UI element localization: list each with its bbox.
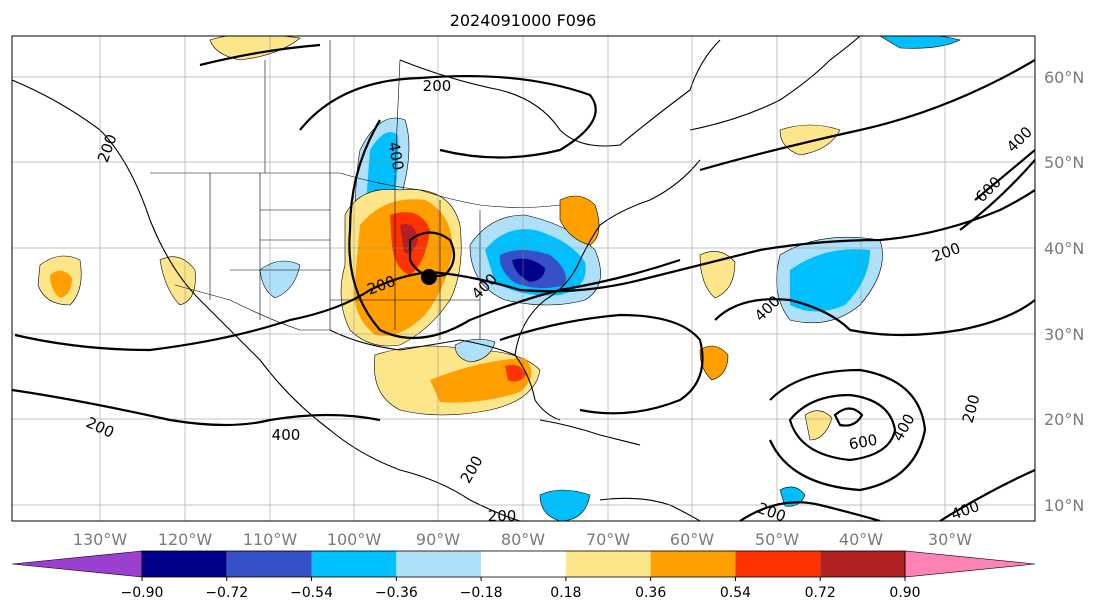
contour-label: 400 xyxy=(385,140,408,171)
lat-label: 60°N xyxy=(1044,68,1084,87)
us-canada-border xyxy=(150,172,561,208)
yellow-patch-subtropic xyxy=(804,410,833,441)
colorbar-tick-label: −0.54 xyxy=(290,585,333,601)
gridlines xyxy=(12,36,1035,521)
blue-patch-north xyxy=(879,36,961,49)
colorbar-swatch xyxy=(226,551,312,577)
lon-label: 90°W xyxy=(416,530,460,549)
contour-label: 400 xyxy=(272,426,301,444)
map-title: 2024091000 F096 xyxy=(450,11,597,30)
colorbar-swatch xyxy=(650,551,736,577)
colorbar-swatch xyxy=(820,551,905,577)
colorbar-swatch xyxy=(396,551,482,577)
contour-inner-ring xyxy=(833,407,864,427)
longitude-labels: 130°W 120°W 110°W 100°W 90°W 80°W 70°W 6… xyxy=(73,530,972,549)
colorbar-extend-low xyxy=(11,550,143,578)
height-contours xyxy=(12,43,1035,521)
colorbar-extend-high xyxy=(904,550,1036,578)
contour-400-south xyxy=(12,388,381,427)
lon-label: 70°W xyxy=(586,530,630,549)
colorbar-tick-label: 0.54 xyxy=(720,585,751,601)
colorbar-swatch xyxy=(142,551,227,577)
lon-label: 110°W xyxy=(243,530,298,549)
map-frame xyxy=(11,35,1036,522)
lon-label: 60°W xyxy=(670,530,714,549)
colorbar-tick-label: 0.18 xyxy=(550,585,581,601)
canada-coast xyxy=(399,39,721,147)
contour-200-main xyxy=(14,189,1035,352)
contour-label: 200 xyxy=(423,77,452,95)
west-coast xyxy=(12,79,521,521)
storm-center-marker xyxy=(421,269,437,285)
yellow-patch-atlantic-2 xyxy=(779,124,841,156)
colorbar-swatch xyxy=(481,551,566,577)
orange-patch-west xyxy=(50,270,72,298)
colorbar-tick-label: 0.72 xyxy=(805,585,836,601)
gulf-coast xyxy=(329,329,561,421)
blue-shading-atlantic xyxy=(790,249,870,312)
orange-patch-atlantic-1 xyxy=(699,345,729,381)
anomaly-shading xyxy=(37,36,961,521)
contour-north-atlantic-1 xyxy=(699,59,1035,172)
coastlines xyxy=(12,36,861,521)
lon-label: 120°W xyxy=(158,530,213,549)
contour-200-north xyxy=(299,74,597,159)
us-mexico-border xyxy=(174,284,330,331)
colorbar-tick-label: −0.72 xyxy=(205,585,248,601)
lon-label: 30°W xyxy=(928,530,972,549)
lon-label: 40°W xyxy=(839,530,883,549)
political-borders xyxy=(150,40,561,340)
lat-label: 40°N xyxy=(1044,239,1084,258)
colorbar: −0.90 −0.72 −0.54 −0.36 −0.18 0.18 0.36 0.54 0.7… xyxy=(11,550,1036,601)
colorbar-tick-label: 0.90 xyxy=(889,585,920,601)
contour-600-ring xyxy=(788,393,897,462)
contour-south-2 xyxy=(939,468,1035,521)
red-shading-gulf xyxy=(505,365,526,382)
colorbar-swatch xyxy=(565,551,651,577)
lon-label: 130°W xyxy=(73,530,128,549)
blue-patch-caribbean xyxy=(539,489,591,521)
lat-label: 30°N xyxy=(1044,325,1084,344)
contour-label: 600 xyxy=(847,431,878,454)
colorbar-tick-label: −0.18 xyxy=(460,585,503,601)
lon-label: 80°W xyxy=(501,530,545,549)
colorbar-tick-label: −0.36 xyxy=(375,585,418,601)
lon-label: 100°W xyxy=(327,530,382,549)
colorbar-tick-label: −0.90 xyxy=(121,585,164,601)
cuba xyxy=(539,419,641,446)
contour-north-west xyxy=(199,43,321,67)
contour-400-ring xyxy=(768,368,927,492)
darkred-shading-central xyxy=(400,224,418,254)
colorbar-outline xyxy=(141,550,906,578)
latitude-labels: 60°N 50°N 40°N 30°N 20°N 10°N xyxy=(1044,68,1084,515)
contour-north-atlantic-2 xyxy=(959,159,1035,231)
lat-label: 10°N xyxy=(1044,496,1084,515)
contour-lake xyxy=(408,231,456,278)
east-coast xyxy=(514,159,701,356)
navy-shading-east xyxy=(512,258,545,282)
contour-600-north-atlantic xyxy=(974,149,1035,201)
contour-label: 200 xyxy=(488,507,517,525)
lat-label: 20°N xyxy=(1044,410,1084,429)
lat-label: 50°N xyxy=(1044,153,1084,172)
contour-south-1 xyxy=(739,501,881,521)
colorbar-tick-label: 0.36 xyxy=(635,585,666,601)
lon-label: 50°W xyxy=(755,530,799,549)
colorbar-swatch xyxy=(735,551,821,577)
contour-200-atlantic xyxy=(499,313,704,415)
greenland xyxy=(689,36,861,131)
contour-400-atlantic xyxy=(714,298,1035,337)
colorbar-swatch xyxy=(311,551,397,577)
contour-400-west xyxy=(348,119,681,340)
orange-patch-newengland xyxy=(559,195,600,246)
yellow-patch-baja xyxy=(159,256,196,306)
